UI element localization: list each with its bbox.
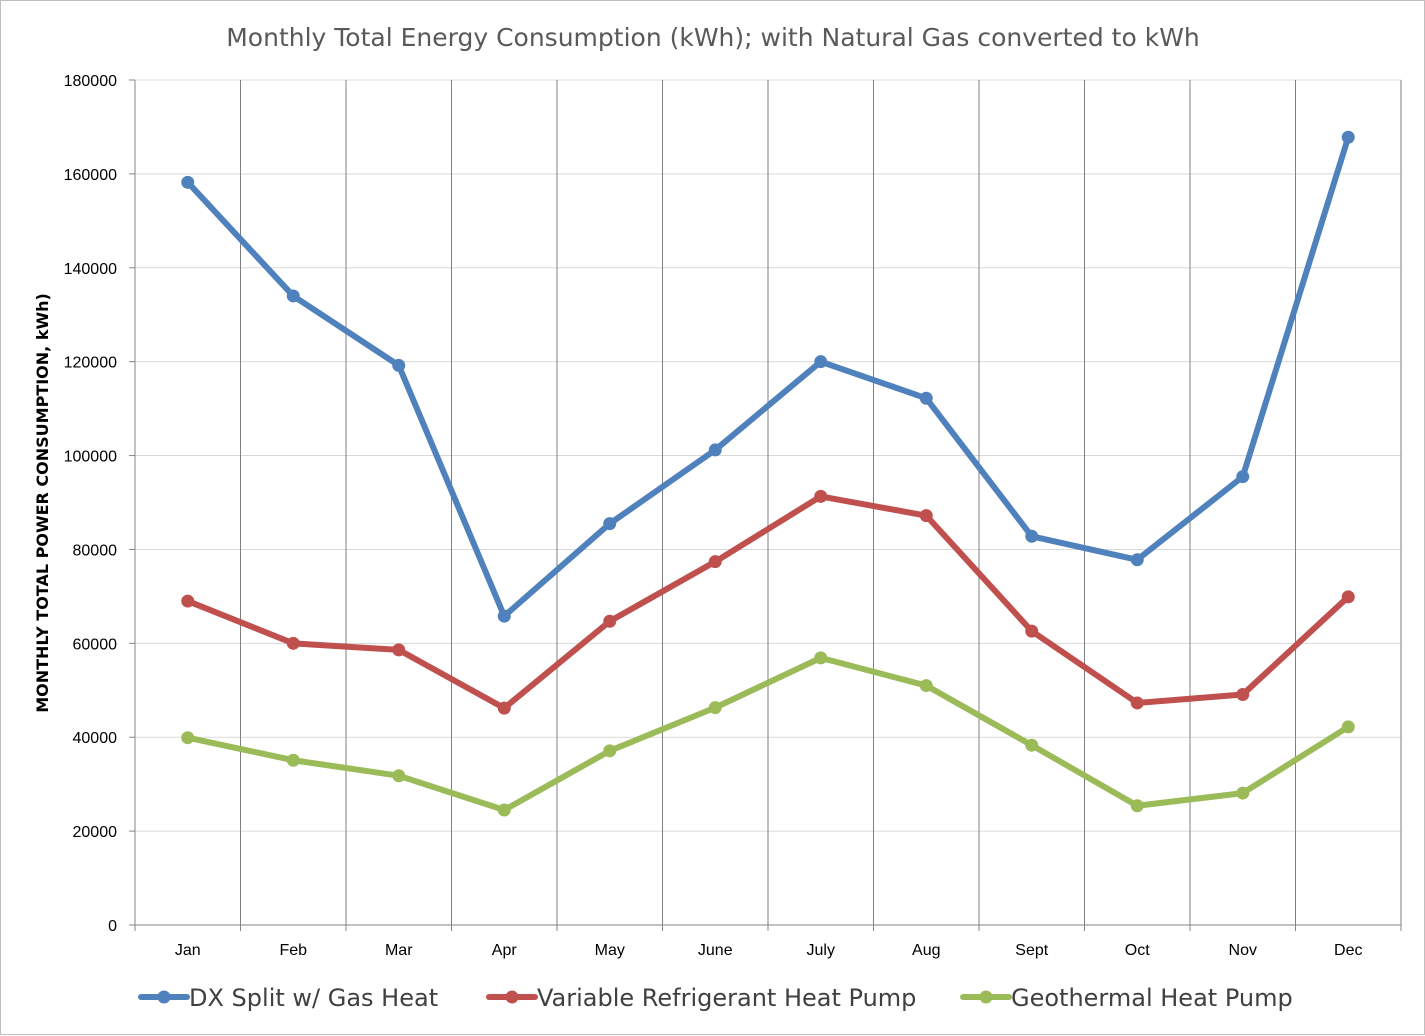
series-line <box>184 134 1352 620</box>
series-1 <box>181 130 1355 623</box>
legend-item: DX Split w/ Gas Heat <box>138 984 438 1012</box>
y-tick-label: 180000 <box>64 73 117 90</box>
legend-swatch-marker <box>505 990 519 1004</box>
y-tick-label: 60000 <box>73 636 118 653</box>
grid <box>135 79 1402 925</box>
x-tick-label: Mar <box>385 942 413 959</box>
x-tick-label: Nov <box>1229 942 1257 959</box>
data-point <box>708 701 722 715</box>
y-tick-label: 80000 <box>73 542 118 559</box>
data-point <box>1025 624 1039 638</box>
x-tick-label: July <box>807 942 835 959</box>
data-point <box>1130 696 1144 710</box>
data-point <box>1341 720 1355 734</box>
y-tick-label: 100000 <box>64 449 117 466</box>
x-tick-label: June <box>698 942 733 959</box>
data-point <box>1236 688 1250 702</box>
data-point <box>1130 553 1144 567</box>
data-point <box>1025 529 1039 543</box>
y-tick-label: 40000 <box>73 730 118 747</box>
data-point <box>286 636 300 650</box>
legend-swatch-marker <box>157 990 171 1004</box>
data-point <box>1341 590 1355 604</box>
series-2 <box>181 489 1355 715</box>
data-point <box>919 679 933 693</box>
data-point <box>497 803 511 817</box>
data-point <box>497 609 511 623</box>
legend-swatch-marker <box>979 990 993 1004</box>
x-tick-label: Apr <box>492 942 518 959</box>
data-point <box>919 391 933 405</box>
data-point <box>919 509 933 523</box>
data-point <box>392 358 406 372</box>
data-point <box>392 643 406 657</box>
data-point <box>603 744 617 758</box>
axes: 0 20000 40000 60000 80000 100000 120000 140000 1… <box>64 73 1402 959</box>
data-point <box>286 753 300 767</box>
data-point <box>814 355 828 369</box>
data-point <box>181 175 195 189</box>
legend-item: Variable Refrigerant Heat Pump <box>486 984 916 1012</box>
legend-item: Geothermal Heat Pump <box>960 984 1293 1012</box>
data-point <box>708 443 722 457</box>
x-tick-label: May <box>595 942 625 959</box>
data-point <box>603 517 617 531</box>
legend-label: Geothermal Heat Pump <box>1011 984 1293 1012</box>
data-point <box>814 489 828 503</box>
y-tick-label: 20000 <box>73 824 118 841</box>
x-tick-label: Aug <box>912 942 940 959</box>
data-point <box>181 594 195 608</box>
y-tick-label: 140000 <box>64 261 117 278</box>
series-layer <box>181 130 1355 817</box>
data-point <box>603 614 617 628</box>
data-point <box>1341 130 1355 144</box>
x-tick-label: Jan <box>175 942 201 959</box>
data-point <box>708 555 722 569</box>
legend-label: DX Split w/ Gas Heat <box>189 984 438 1012</box>
x-tick-label: Feb <box>279 942 307 959</box>
legend: DX Split w/ Gas Heat Variable Refrigerant… <box>138 984 1293 1012</box>
data-point <box>1130 799 1144 813</box>
data-point <box>1236 470 1250 484</box>
y-axis-label: MONTHLY TOTAL POWER CONSUMPTION, kWh) <box>33 293 52 713</box>
series-line <box>184 493 1352 712</box>
y-tick-label: 120000 <box>64 355 117 372</box>
x-tick-label: Sept <box>1015 942 1048 959</box>
data-point <box>181 731 195 745</box>
y-tick-label: 0 <box>108 918 117 935</box>
chart-title: Monthly Total Energy Consumption (kWh); … <box>226 23 1200 52</box>
data-point <box>1236 786 1250 800</box>
data-point <box>286 289 300 303</box>
data-point <box>497 701 511 715</box>
series-3 <box>181 651 1355 817</box>
data-point <box>392 769 406 783</box>
data-point <box>1025 738 1039 752</box>
x-tick-label: Oct <box>1125 942 1150 959</box>
legend-label: Variable Refrigerant Heat Pump <box>537 984 916 1012</box>
x-tick-label: Dec <box>1334 942 1362 959</box>
y-tick-label: 160000 <box>64 167 117 184</box>
series-line <box>184 654 1352 813</box>
data-point <box>814 651 828 665</box>
